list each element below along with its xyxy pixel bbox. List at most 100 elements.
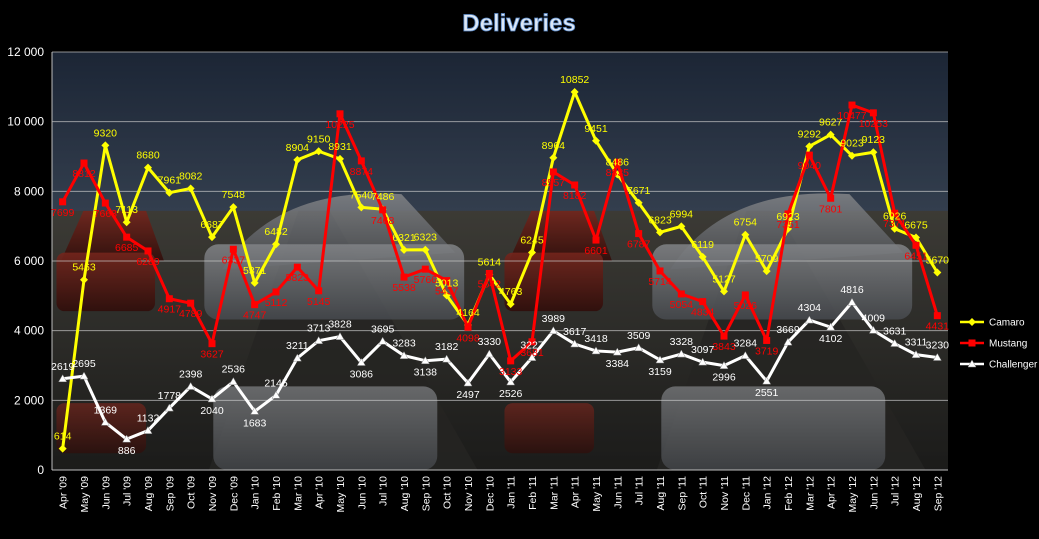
mustang-data-label: 6787 bbox=[627, 239, 651, 251]
x-tick-label: May '09 bbox=[79, 476, 91, 513]
challenger-data-label: 3230 bbox=[926, 339, 950, 351]
mustang-point bbox=[229, 245, 237, 253]
challenger-point bbox=[399, 351, 409, 359]
challenger-point bbox=[911, 350, 921, 358]
camaro-point bbox=[293, 155, 302, 164]
x-tick-label: Aug '11 bbox=[655, 476, 667, 511]
challenger-point bbox=[762, 376, 772, 385]
challenger-point bbox=[932, 352, 942, 361]
x-tick-label: Sep '11 bbox=[676, 476, 688, 511]
mustang-data-label: 3681 bbox=[520, 347, 544, 359]
mustang-data-label: 10253 bbox=[859, 118, 888, 130]
mustang-data-label: 6685 bbox=[115, 242, 139, 254]
challenger-point bbox=[314, 336, 324, 344]
x-tick-label: Oct '11 bbox=[698, 476, 710, 508]
silver-car-lower bbox=[661, 386, 886, 470]
challenger-data-label: 3384 bbox=[606, 358, 630, 370]
x-tick-label: May '12 bbox=[847, 476, 859, 513]
x-tick-label: Dec '09 bbox=[228, 476, 240, 511]
camaro-point bbox=[314, 147, 323, 156]
y-tick-label: 10 000 bbox=[7, 115, 44, 129]
camaro-point bbox=[272, 240, 280, 249]
challenger-data-label: 2619 bbox=[51, 361, 75, 373]
legend-label-challenger: Challenger bbox=[989, 360, 1038, 371]
x-tick-label: Aug '12 bbox=[911, 476, 923, 511]
challenger-point bbox=[676, 349, 686, 358]
mustang-data-label: 8812 bbox=[72, 168, 96, 180]
challenger-point bbox=[655, 355, 665, 364]
silver-car-lower bbox=[213, 386, 438, 470]
challenger-point bbox=[570, 339, 580, 348]
camaro-point bbox=[762, 267, 771, 276]
challenger-data-label: 2497 bbox=[456, 389, 480, 401]
camaro-data-label: 6823 bbox=[648, 214, 672, 226]
mustang-data-label: 5538 bbox=[392, 282, 416, 294]
camaro-point bbox=[592, 136, 600, 145]
red-car-shape bbox=[60, 210, 164, 261]
x-tick-label: Mar '10 bbox=[292, 476, 304, 511]
camaro-point bbox=[698, 252, 707, 261]
mustang-point bbox=[357, 157, 365, 165]
mustang-data-label: 6289 bbox=[136, 256, 160, 268]
x-tick-label: Jun '09 bbox=[100, 476, 112, 510]
silver-car-body bbox=[652, 244, 913, 320]
challenger-data-label: 3328 bbox=[670, 336, 694, 348]
x-tick-label: Apr '09 bbox=[58, 476, 70, 509]
camaro-point bbox=[229, 203, 238, 212]
camaro-point bbox=[400, 245, 408, 254]
camaro-point bbox=[869, 148, 878, 157]
camaro-point bbox=[250, 278, 259, 287]
x-tick-label: Nov '09 bbox=[207, 476, 219, 511]
x-tick-label: Nov '10 bbox=[463, 476, 475, 511]
camaro-data-label: 9292 bbox=[798, 128, 822, 140]
x-tick-label: Apr '10 bbox=[314, 476, 326, 509]
mustang-data-label: 5766 bbox=[414, 274, 438, 286]
challenger-data-label: 2536 bbox=[222, 364, 246, 376]
challenger-point bbox=[122, 434, 132, 443]
mustang-point bbox=[827, 194, 835, 202]
challenger-point bbox=[698, 357, 708, 366]
camaro-data-label: 7961 bbox=[158, 175, 182, 187]
mustang-data-label: 5054 bbox=[670, 299, 694, 311]
axes: 0 2 000 4 000 6 000 8 000 10 000 12 000 Apr '09… bbox=[7, 45, 948, 512]
challenger-point bbox=[890, 339, 900, 347]
mustang-data-label: 5823 bbox=[286, 272, 310, 284]
mustang-point bbox=[421, 265, 429, 273]
mustang-data-label: 5026 bbox=[734, 300, 758, 312]
challenger-point bbox=[228, 377, 238, 385]
challenger-data-label: 2145 bbox=[264, 377, 288, 389]
camaro-data-label: 6323 bbox=[414, 232, 438, 244]
camaro-data-label: 6321 bbox=[392, 232, 416, 244]
mustang-data-label: 9040 bbox=[798, 160, 822, 172]
challenger-data-label: 3418 bbox=[584, 333, 608, 345]
camaro-data-label: 4763 bbox=[499, 286, 523, 298]
mustang-point bbox=[485, 269, 493, 277]
mustang-point bbox=[251, 301, 259, 309]
x-tick-label: Feb '11 bbox=[527, 476, 539, 510]
mustang-data-label: 5145 bbox=[307, 296, 331, 308]
x-tick-label: May '10 bbox=[335, 476, 347, 513]
camaro-point bbox=[720, 287, 728, 296]
mustang-point bbox=[379, 206, 387, 214]
mustang-point bbox=[592, 236, 600, 244]
camaro-data-label: 614 bbox=[54, 431, 72, 443]
legend-marker-challenger bbox=[967, 359, 977, 368]
camaro-data-label: 5709 bbox=[755, 253, 779, 265]
mustang-point bbox=[464, 323, 472, 331]
x-tick-label: Sep '09 bbox=[164, 476, 176, 511]
challenger-point bbox=[527, 353, 537, 361]
camaro-data-label: 5463 bbox=[72, 262, 96, 274]
camaro-data-label: 9451 bbox=[584, 123, 608, 135]
camaro-point bbox=[805, 142, 814, 151]
camaro-data-label: 6754 bbox=[734, 217, 758, 229]
camaro-point bbox=[506, 300, 515, 309]
mustang-point bbox=[763, 336, 771, 344]
mustang-point bbox=[187, 299, 195, 307]
challenger-data-label: 4009 bbox=[862, 312, 886, 324]
mustang-point bbox=[720, 332, 728, 340]
challenger-point bbox=[79, 371, 89, 380]
challenger-data-label: 3989 bbox=[542, 313, 566, 325]
camaro-point bbox=[80, 275, 88, 284]
mustang-data-label: 7699 bbox=[51, 207, 75, 219]
mustang-point bbox=[272, 288, 280, 296]
